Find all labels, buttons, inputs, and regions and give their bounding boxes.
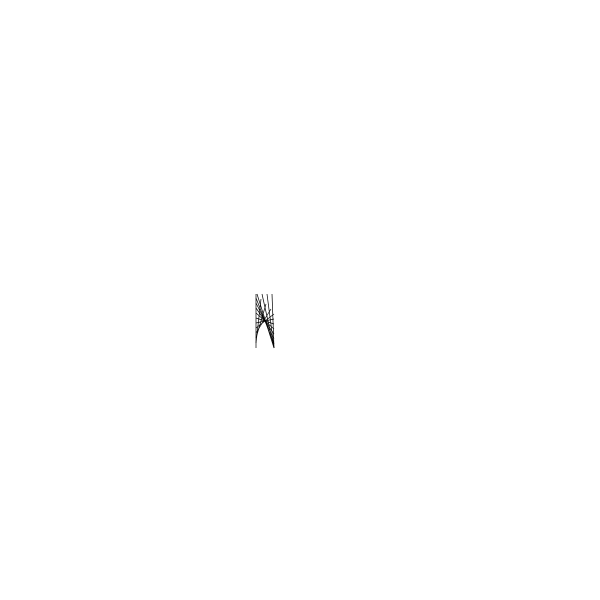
valve-drawing [60,60,540,520]
